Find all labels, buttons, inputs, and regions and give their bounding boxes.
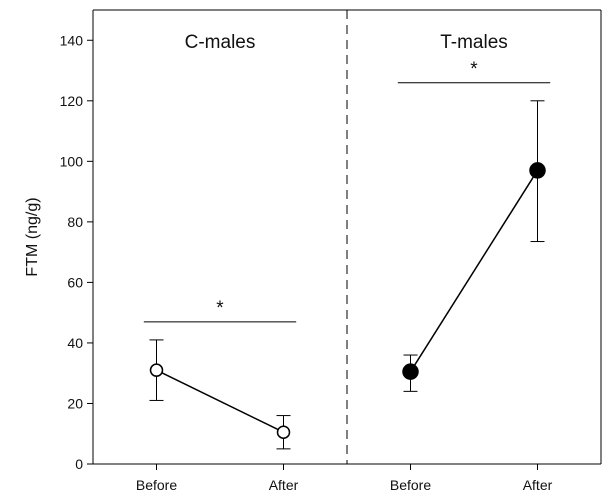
chart-panels: C-males Before After * T-males Before After * (136, 32, 553, 493)
y-tick-label: 0 (75, 456, 83, 472)
panel-c-males: C-males Before After * (136, 32, 299, 493)
y-tick-label: 100 (60, 153, 84, 169)
significance-asterisk: * (216, 298, 224, 319)
y-axis-title: FTM (ng/g) (24, 197, 41, 276)
panel-title: C-males (185, 32, 256, 53)
series-line (409, 170, 539, 373)
y-tick-label: 20 (67, 395, 83, 411)
y-tick-label: 140 (60, 32, 84, 48)
x-tick-label: After (523, 477, 553, 493)
y-axis-ticks: 0 20 40 60 80 100 120 140 (60, 32, 93, 472)
y-tick-label: 40 (67, 335, 83, 351)
y-tick-label: 120 (60, 93, 84, 109)
y-tick-label: 80 (67, 214, 83, 230)
series-line (156, 369, 284, 433)
panel-t-males: T-males Before After * (390, 32, 553, 493)
data-point (529, 162, 546, 179)
data-point (149, 363, 164, 377)
data-point (402, 363, 419, 380)
x-tick-label: Before (136, 477, 177, 493)
data-point (276, 425, 291, 439)
significance-asterisk: * (470, 59, 478, 80)
y-tick-label: 60 (67, 274, 83, 290)
x-tick-label: After (269, 477, 299, 493)
panel-title: T-males (440, 32, 508, 53)
x-tick-label: Before (390, 477, 431, 493)
plot-frame (92, 9, 602, 465)
